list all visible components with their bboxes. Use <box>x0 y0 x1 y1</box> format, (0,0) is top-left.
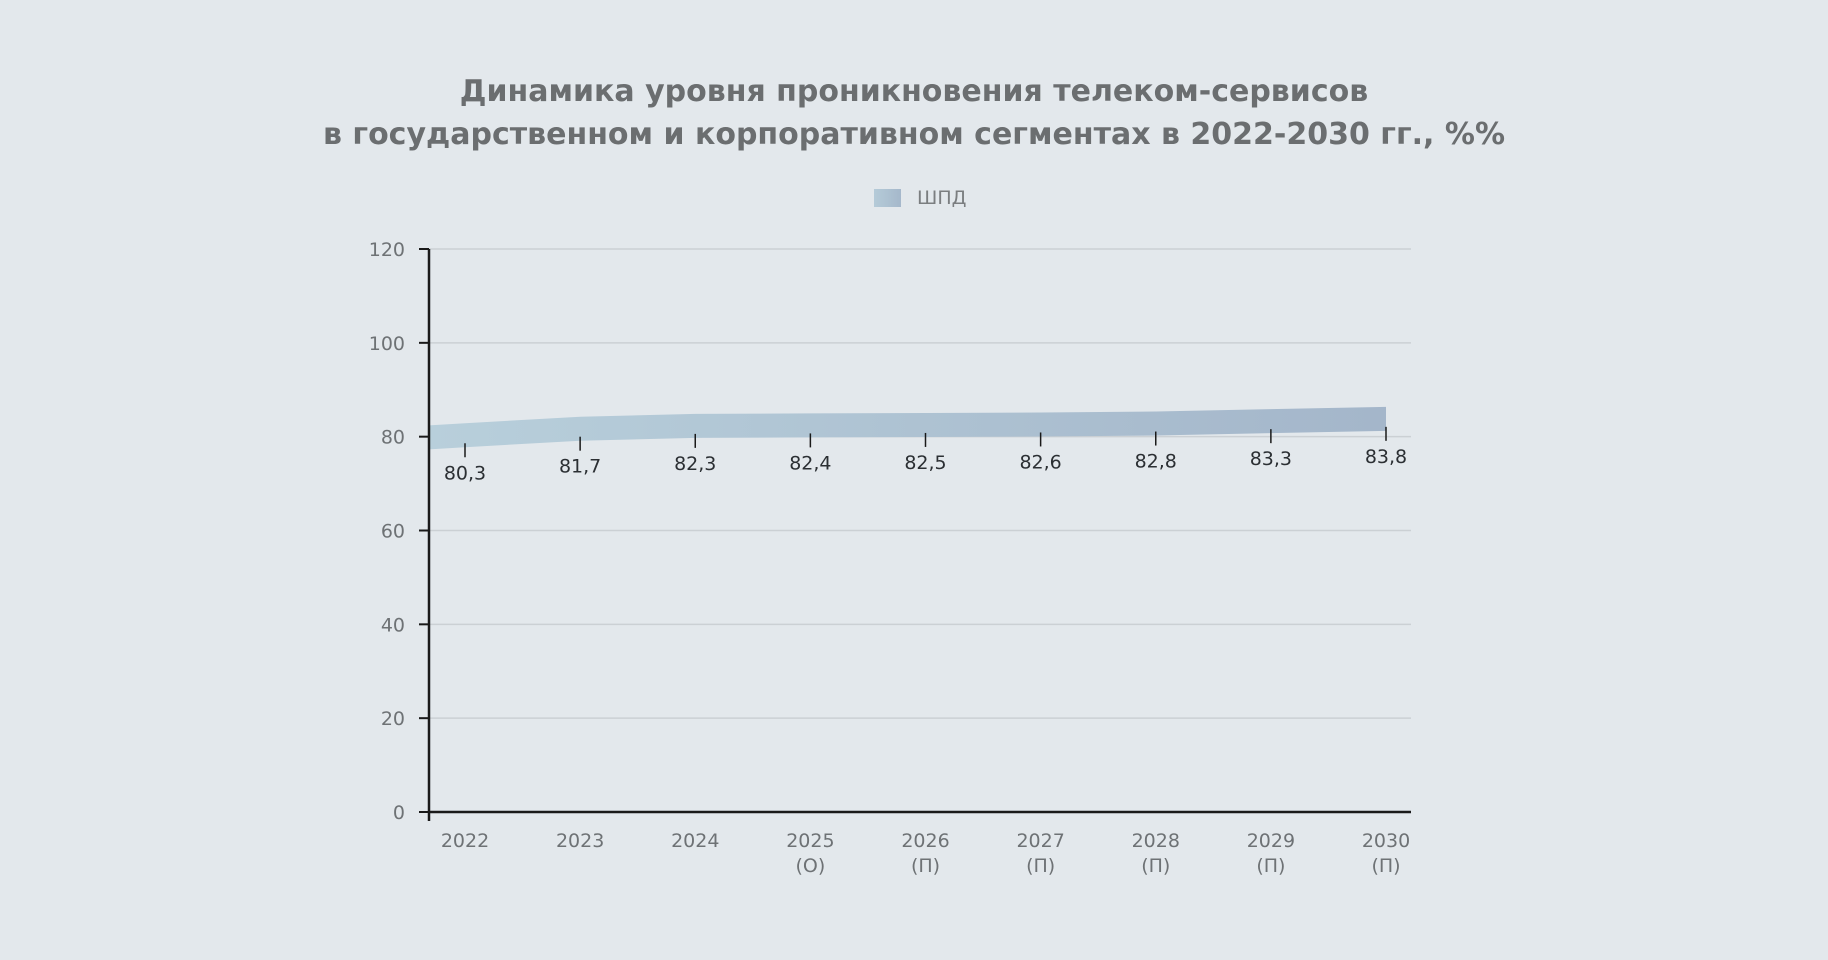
y-tick-label: 100 <box>369 333 405 355</box>
legend-label-shpd: ШПД <box>917 187 967 209</box>
chart-legend: ШПД <box>874 186 966 210</box>
x-tick-label: 2024 <box>671 830 719 852</box>
y-tick-label: 20 <box>381 708 405 730</box>
x-tick-label: 2026 <box>901 830 949 852</box>
x-tick-label: (П) <box>1026 855 1055 877</box>
x-tick-label: 2027 <box>1016 830 1064 852</box>
y-tick-label: 60 <box>381 521 405 543</box>
legend-swatch-shpd <box>874 189 901 207</box>
data-label: 82,8 <box>1135 451 1177 473</box>
chart-title-line-1: Динамика уровня проникновения телеком-се… <box>459 74 1369 109</box>
y-tick-label: 80 <box>381 427 405 449</box>
x-tick-label: (П) <box>1141 855 1170 877</box>
data-label: 82,3 <box>674 453 716 475</box>
x-tick-label: 2029 <box>1247 830 1295 852</box>
y-tick-label: 0 <box>393 802 405 824</box>
data-label: 83,3 <box>1250 448 1292 470</box>
x-tick-label: (П) <box>911 855 940 877</box>
x-tick-label: 2025 <box>786 830 834 852</box>
series-band-shpd <box>429 406 1386 450</box>
x-tick-label: (П) <box>1371 855 1400 877</box>
x-tick-label: 2028 <box>1132 830 1180 852</box>
data-label: 82,5 <box>904 452 946 474</box>
data-label: 81,7 <box>559 456 601 478</box>
chart-title-line-2: в государственном и корпоративном сегмен… <box>322 117 1506 152</box>
x-tick-label: 2023 <box>556 830 604 852</box>
data-label: 82,4 <box>789 452 831 474</box>
data-label: 83,8 <box>1365 446 1407 468</box>
data-label: 80,3 <box>444 462 486 484</box>
x-tick-label: 2030 <box>1362 830 1410 852</box>
x-tick-label: (О) <box>795 855 825 877</box>
x-tick-label: (П) <box>1256 855 1285 877</box>
y-tick-label: 40 <box>381 614 405 636</box>
y-tick-label: 120 <box>369 239 405 261</box>
x-tick-label: 2022 <box>441 830 489 852</box>
chart-title: Динамика уровня проникновения телеком-се… <box>0 70 1828 156</box>
data-label: 82,6 <box>1019 451 1061 473</box>
